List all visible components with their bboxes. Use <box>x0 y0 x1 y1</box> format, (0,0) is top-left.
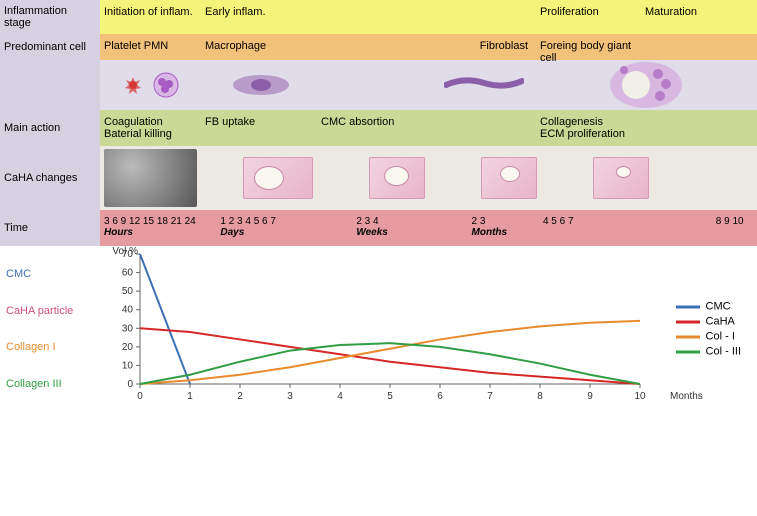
legend-swatch <box>676 305 700 308</box>
label-cell-images <box>0 60 100 110</box>
row-main-action: Main action Coagulation Baterial killing… <box>0 110 757 146</box>
stage-name <box>320 0 536 34</box>
cell-images <box>100 60 757 110</box>
time-segment: 2 3 4Weeks <box>352 210 467 246</box>
main-action-cell <box>641 110 756 146</box>
chart-y-labels: CMC CaHA particle Collagen I Collagen III <box>0 246 100 412</box>
cell-image-slot <box>320 71 536 99</box>
cell-image-slot <box>201 68 320 102</box>
main-action-cell: CMC absortion <box>301 110 536 146</box>
main-action-cell: FB uptake <box>201 110 301 146</box>
svg-text:10: 10 <box>634 391 646 402</box>
predominant-cell <box>641 34 756 60</box>
series-Col-I <box>140 321 640 384</box>
svg-text:6: 6 <box>437 391 443 402</box>
chart-area: 010203040506070012345678910MonthsVol % C… <box>100 246 757 412</box>
row-cell-images <box>0 60 757 110</box>
legend-swatch <box>676 350 700 353</box>
main-actions: Coagulation Baterial killingFB uptakeCMC… <box>100 110 757 146</box>
label-caha-changes: CaHA changes <box>0 146 100 210</box>
svg-text:8: 8 <box>537 391 543 402</box>
caha-sem-image <box>104 149 197 207</box>
time-segment: 2 3Months <box>468 210 539 246</box>
label-inflammation-stage: Inflammation stage <box>0 0 100 34</box>
legend-text: Col - I <box>706 331 735 343</box>
chart-section: CMC CaHA particle Collagen I Collagen III 0… <box>0 246 757 412</box>
macrophage-icon <box>226 70 296 100</box>
time-segment: 1 2 3 4 5 6 7Days <box>216 210 352 246</box>
caha-histology-image <box>243 157 313 199</box>
legend-swatch <box>676 320 700 323</box>
legend-text: CMC <box>706 301 731 313</box>
caha-histology-image <box>593 157 649 199</box>
svg-text:7: 7 <box>487 391 493 402</box>
svg-text:4: 4 <box>337 391 343 402</box>
time-segments: 3 6 9 12 15 18 21 24Hours1 2 3 4 5 6 7Da… <box>100 210 757 246</box>
legend-text: Col - III <box>706 346 741 358</box>
row-predominant-cell: Predominant cell Platelet PMNMacrophageF… <box>0 34 757 60</box>
svg-text:40: 40 <box>122 305 134 316</box>
fibroblast-icon <box>444 73 524 97</box>
svg-text:Vol %: Vol % <box>112 246 138 257</box>
chart-series-label: Collagen III <box>6 378 94 390</box>
time-segment: 3 6 9 12 15 18 21 24Hours <box>100 210 216 246</box>
legend-swatch <box>676 335 700 338</box>
chart-legend: CMC CaHA Col - I Col - III <box>670 292 747 367</box>
predominant-cells: Platelet PMNMacrophageFibroblastForeing … <box>100 34 757 60</box>
legend-text: CaHA <box>706 316 735 328</box>
main-action-cell: Collagenesis ECM proliferation <box>536 110 641 146</box>
svg-text:0: 0 <box>127 379 133 390</box>
svg-text:9: 9 <box>587 391 593 402</box>
stage-name: Maturation <box>641 0 756 34</box>
svg-text:20: 20 <box>122 342 134 353</box>
predominant-cell: Macrophage <box>201 34 320 60</box>
predominant-cell: Fibroblast <box>320 34 536 60</box>
svg-text:0: 0 <box>137 391 143 402</box>
svg-text:1: 1 <box>187 391 193 402</box>
legend-item: Col - III <box>676 346 741 358</box>
cell-image-slot <box>536 58 756 112</box>
chart-series-label: CMC <box>6 268 94 280</box>
svg-text:5: 5 <box>387 391 393 402</box>
svg-text:3: 3 <box>287 391 293 402</box>
time-segment: 8 9 10 <box>712 210 757 246</box>
legend-item: Col - I <box>676 331 741 343</box>
row-inflammation-stage: Inflammation stage Initiation of inflam.… <box>0 0 757 34</box>
time-segment: 4 5 6 7 <box>539 210 712 246</box>
row-caha-changes: CaHA changes <box>0 146 757 210</box>
stage-name: Initiation of inflam. <box>100 0 201 34</box>
line-chart: 010203040506070012345678910MonthsVol % <box>100 246 757 412</box>
predominant-cell: Platelet PMN <box>100 34 201 60</box>
label-main-action: Main action <box>0 110 100 146</box>
stages-container: Initiation of inflam.Early inflam. Prolif… <box>100 0 757 34</box>
series-CaHA <box>140 328 640 384</box>
label-time: Time <box>0 210 100 246</box>
svg-text:60: 60 <box>122 268 134 279</box>
giant-cell-icon <box>606 60 686 110</box>
svg-text:Months: Months <box>670 391 703 402</box>
stage-name: Proliferation <box>536 0 641 34</box>
platelet-icon <box>123 75 143 95</box>
chart-series-label: Collagen I <box>6 341 94 353</box>
label-predominant-cell: Predominant cell <box>0 34 100 60</box>
svg-text:50: 50 <box>122 286 134 297</box>
chart-series-label: CaHA particle <box>6 305 94 317</box>
legend-item: CaHA <box>676 316 741 328</box>
series-CMC <box>140 254 190 384</box>
caha-histology-image <box>369 157 425 199</box>
cell-image-slot <box>100 70 201 100</box>
svg-text:10: 10 <box>122 360 134 371</box>
main-action-cell: Coagulation Baterial killing <box>100 110 201 146</box>
predominant-cell: Foreing body giant cell <box>536 34 641 60</box>
pmn-icon <box>153 72 179 98</box>
legend-item: CMC <box>676 301 741 313</box>
caha-images <box>100 146 757 210</box>
row-time: Time 3 6 9 12 15 18 21 24Hours1 2 3 4 5 … <box>0 210 757 246</box>
svg-text:2: 2 <box>237 391 243 402</box>
svg-text:30: 30 <box>122 323 134 334</box>
stage-name: Early inflam. <box>201 0 320 34</box>
caha-histology-image <box>481 157 537 199</box>
